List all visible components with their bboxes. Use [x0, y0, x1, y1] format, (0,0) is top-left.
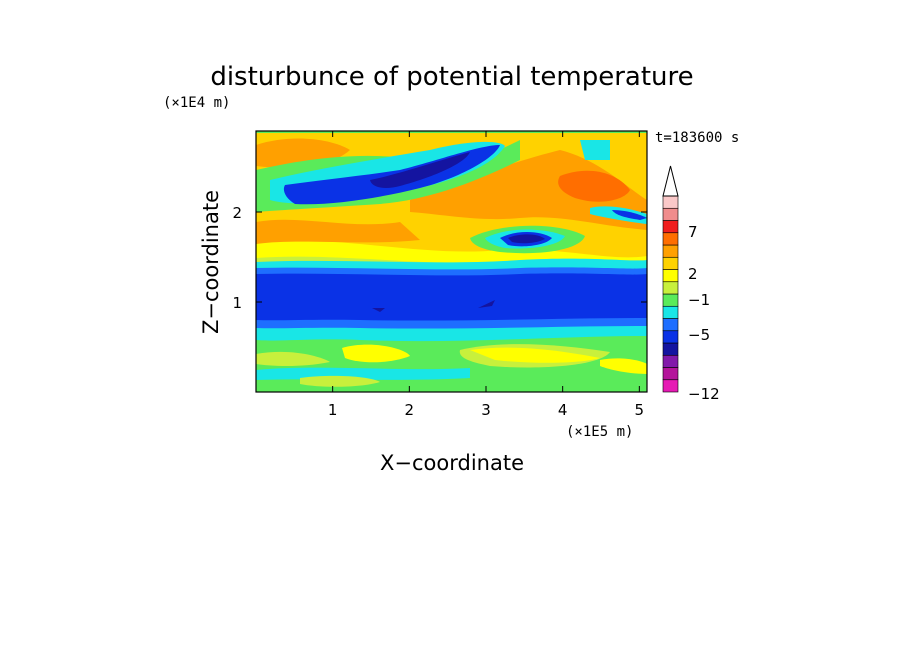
- y-tick-label: 1: [232, 294, 242, 312]
- colorbar-swatch: [662, 281, 679, 295]
- colorbar-swatch: [662, 367, 679, 381]
- contour-field: [256, 131, 647, 392]
- colorbar-swatch: [662, 269, 679, 283]
- y-axis-ticks: 12: [232, 204, 647, 312]
- chart-title: disturbunce of potential temperature: [210, 62, 693, 92]
- colorbar-swatch: [662, 244, 679, 258]
- colorbar-swatch: [662, 379, 679, 393]
- colorbar-swatch: [662, 318, 679, 332]
- colorbar-tick-label: 7: [688, 223, 698, 241]
- x-unit-label: (×1E5 m): [566, 424, 633, 440]
- plot-frame: [255, 130, 648, 393]
- x-tick-label: 5: [635, 401, 645, 419]
- colorbar-tick-label: 2: [688, 265, 698, 283]
- colorbar-swatch: [662, 305, 679, 319]
- colorbar-swatch: [662, 195, 679, 209]
- colorbar-tick-label: −12: [688, 385, 720, 403]
- colorbar-swatch: [662, 256, 679, 270]
- colorbar-tick-label: −1: [688, 291, 710, 309]
- x-tick-label: 1: [328, 401, 338, 419]
- x-tick-label: 2: [405, 401, 415, 419]
- x-tick-label: 4: [558, 401, 568, 419]
- colorbar-extend-arrow: [662, 165, 679, 197]
- colorbar-swatch: [662, 330, 679, 344]
- x-axis-ticks: 1 2 3 4 5: [328, 131, 644, 419]
- x-axis-label: X−coordinate: [380, 451, 524, 475]
- colorbar-tick-label: −5: [688, 326, 710, 344]
- y-unit-label: (×1E4 m): [163, 95, 230, 111]
- colorbar: 7 2 −1 −5 −12: [662, 165, 720, 403]
- colorbar-swatch: [662, 354, 679, 368]
- y-tick-label: 2: [232, 204, 242, 222]
- x-tick-label: 3: [481, 401, 491, 419]
- colorbar-swatch: [662, 207, 679, 221]
- colorbar-swatch: [662, 342, 679, 356]
- colorbar-swatch: [662, 293, 679, 307]
- y-axis-label: Z−coordinate: [199, 190, 223, 334]
- time-label: t=183600 s: [655, 130, 739, 146]
- colorbar-swatch: [662, 232, 679, 246]
- colorbar-swatch: [662, 220, 679, 234]
